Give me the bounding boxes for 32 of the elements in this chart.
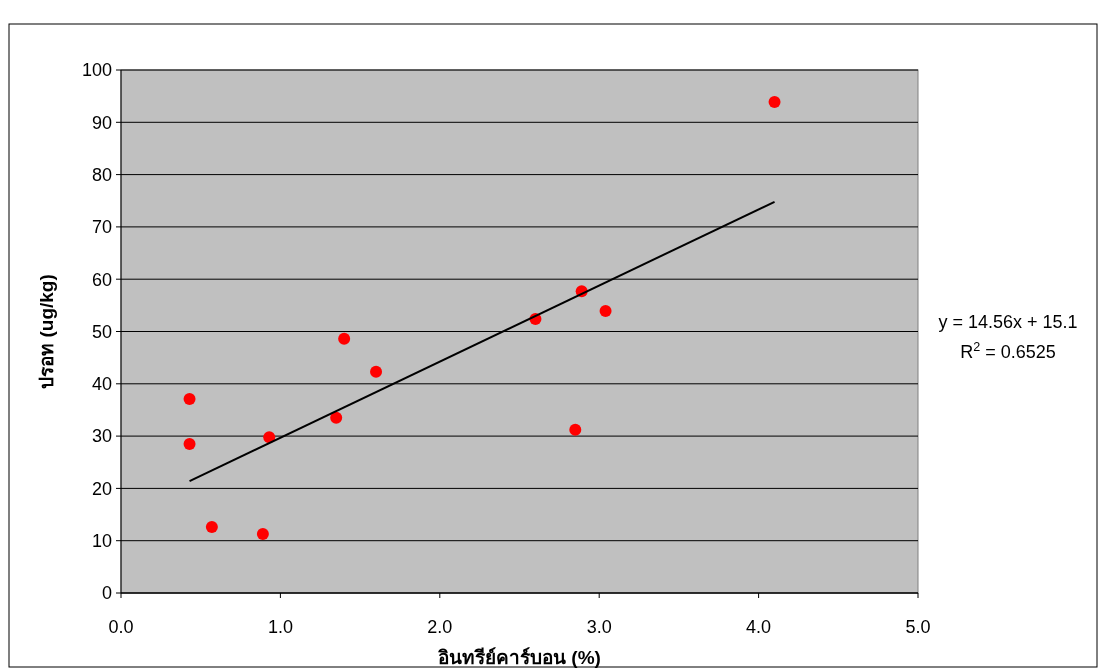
x-tick-label: 0.0 [108, 617, 134, 637]
point [183, 437, 196, 450]
point [768, 95, 781, 108]
y-tick-label: 30 [91, 426, 112, 447]
point [263, 431, 276, 444]
y-tick-label: 40 [91, 374, 112, 395]
x-tick-label: 1.0 [267, 617, 293, 637]
point [330, 411, 343, 424]
text: y = 14.56x + 15.1 [938, 312, 1078, 332]
y-tick-label: 0 [101, 583, 112, 604]
y-tick-label: 10 [91, 531, 112, 551]
point [370, 365, 383, 378]
x-tick-label: 4.0 [746, 617, 772, 637]
x-tick-label: 2.0 [427, 617, 453, 637]
y-tick-label: 70 [91, 217, 112, 238]
point [338, 332, 351, 345]
y-tick-label: 80 [91, 164, 112, 185]
point [205, 521, 218, 534]
y-axis-title: ปรอท (ug/kg) [36, 274, 57, 389]
point [183, 392, 196, 405]
x-tick-label: 5.0 [905, 617, 931, 637]
point [256, 527, 269, 540]
y-tick-label: 100 [81, 60, 112, 81]
y-tick-label: 50 [91, 321, 112, 342]
x-tick-label: 3.0 [586, 617, 612, 637]
y-tick-label: 90 [91, 112, 112, 133]
point [569, 423, 582, 436]
y-tick-label: 20 [91, 478, 112, 499]
x-axis-title: อินทรีย์คาร์บอน (%) [438, 647, 601, 668]
point [599, 305, 612, 318]
text: R$^{2}$ = 0.6525 [960, 340, 1056, 362]
y-tick-label: 60 [91, 269, 112, 290]
